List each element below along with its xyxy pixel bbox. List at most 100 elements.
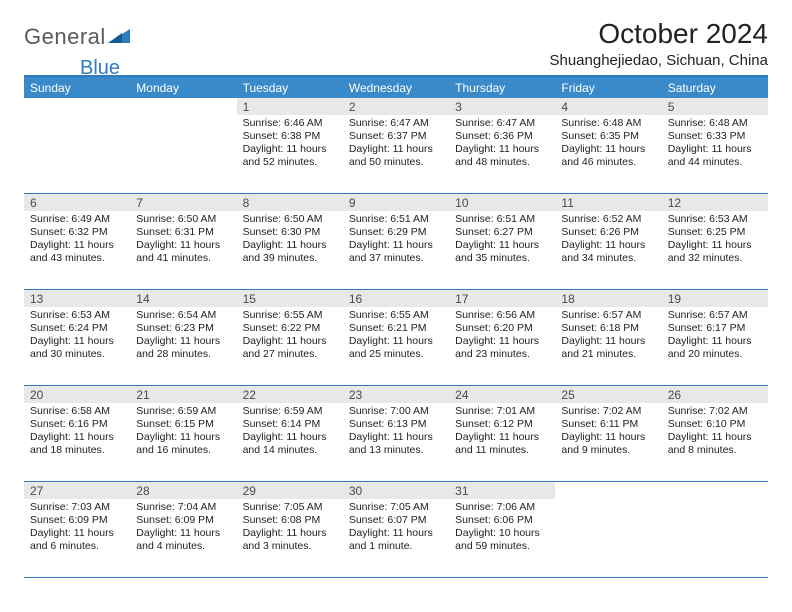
logo-word2: Blue [80, 57, 120, 80]
day-details: Sunrise: 7:02 AMSunset: 6:11 PMDaylight:… [555, 403, 661, 462]
day-details: Sunrise: 7:03 AMSunset: 6:09 PMDaylight:… [24, 499, 130, 558]
day-cell-31: Sunrise: 7:06 AMSunset: 6:06 PMDaylight:… [449, 499, 555, 577]
calendar: SundayMondayTuesdayWednesdayThursdayFrid… [24, 75, 768, 578]
day-details: Sunrise: 6:52 AMSunset: 6:26 PMDaylight:… [555, 211, 661, 270]
day-number-empty [130, 98, 236, 115]
title-block: October 2024 Shuanghejiedao, Sichuan, Ch… [549, 18, 768, 69]
logo: General [24, 18, 132, 50]
day-cell-5: Sunrise: 6:48 AMSunset: 6:33 PMDaylight:… [662, 115, 768, 193]
day-number-15: 15 [237, 290, 343, 307]
day-number-14: 14 [130, 290, 236, 307]
location: Shuanghejiedao, Sichuan, China [549, 52, 768, 69]
day-cell-28: Sunrise: 7:04 AMSunset: 6:09 PMDaylight:… [130, 499, 236, 577]
day-number-7: 7 [130, 194, 236, 211]
day-cell-3: Sunrise: 6:47 AMSunset: 6:36 PMDaylight:… [449, 115, 555, 193]
daynum-row: 12345 [24, 98, 768, 115]
day-cell-14: Sunrise: 6:54 AMSunset: 6:23 PMDaylight:… [130, 307, 236, 385]
calendar-body: 12345Sunrise: 6:46 AMSunset: 6:38 PMDayl… [24, 98, 768, 578]
day-number-18: 18 [555, 290, 661, 307]
day-cell-15: Sunrise: 6:55 AMSunset: 6:22 PMDaylight:… [237, 307, 343, 385]
day-details: Sunrise: 6:48 AMSunset: 6:33 PMDaylight:… [662, 115, 768, 174]
logo-triangle-icon [108, 27, 130, 48]
day-cell-24: Sunrise: 7:01 AMSunset: 6:12 PMDaylight:… [449, 403, 555, 481]
day-cell-12: Sunrise: 6:53 AMSunset: 6:25 PMDaylight:… [662, 211, 768, 289]
day-details: Sunrise: 6:53 AMSunset: 6:24 PMDaylight:… [24, 307, 130, 366]
day-cell-10: Sunrise: 6:51 AMSunset: 6:27 PMDaylight:… [449, 211, 555, 289]
day-number-22: 22 [237, 386, 343, 403]
day-details: Sunrise: 6:57 AMSunset: 6:18 PMDaylight:… [555, 307, 661, 366]
day-cell-13: Sunrise: 6:53 AMSunset: 6:24 PMDaylight:… [24, 307, 130, 385]
day-number-8: 8 [237, 194, 343, 211]
weekday-saturday: Saturday [662, 77, 768, 98]
day-cell-11: Sunrise: 6:52 AMSunset: 6:26 PMDaylight:… [555, 211, 661, 289]
day-details: Sunrise: 7:02 AMSunset: 6:10 PMDaylight:… [662, 403, 768, 462]
day-cell-18: Sunrise: 6:57 AMSunset: 6:18 PMDaylight:… [555, 307, 661, 385]
day-number-3: 3 [449, 98, 555, 115]
day-cell-17: Sunrise: 6:56 AMSunset: 6:20 PMDaylight:… [449, 307, 555, 385]
day-number-19: 19 [662, 290, 768, 307]
day-details: Sunrise: 6:47 AMSunset: 6:36 PMDaylight:… [449, 115, 555, 174]
day-number-17: 17 [449, 290, 555, 307]
day-cell-25: Sunrise: 7:02 AMSunset: 6:11 PMDaylight:… [555, 403, 661, 481]
day-cell-7: Sunrise: 6:50 AMSunset: 6:31 PMDaylight:… [130, 211, 236, 289]
weekday-wednesday: Wednesday [343, 77, 449, 98]
day-details: Sunrise: 6:57 AMSunset: 6:17 PMDaylight:… [662, 307, 768, 366]
day-number-10: 10 [449, 194, 555, 211]
day-number-2: 2 [343, 98, 449, 115]
day-details: Sunrise: 6:50 AMSunset: 6:30 PMDaylight:… [237, 211, 343, 270]
day-cell-16: Sunrise: 6:55 AMSunset: 6:21 PMDaylight:… [343, 307, 449, 385]
day-number-5: 5 [662, 98, 768, 115]
weekday-friday: Friday [555, 77, 661, 98]
day-number-23: 23 [343, 386, 449, 403]
day-number-11: 11 [555, 194, 661, 211]
day-details: Sunrise: 6:55 AMSunset: 6:22 PMDaylight:… [237, 307, 343, 366]
day-number-12: 12 [662, 194, 768, 211]
day-cell-empty [555, 499, 661, 577]
month-title: October 2024 [549, 18, 768, 50]
day-number-26: 26 [662, 386, 768, 403]
day-cell-2: Sunrise: 6:47 AMSunset: 6:37 PMDaylight:… [343, 115, 449, 193]
day-details: Sunrise: 6:58 AMSunset: 6:16 PMDaylight:… [24, 403, 130, 462]
week-row: Sunrise: 7:03 AMSunset: 6:09 PMDaylight:… [24, 499, 768, 578]
weekday-sunday: Sunday [24, 77, 130, 98]
daynum-row: 13141516171819 [24, 290, 768, 307]
day-number-13: 13 [24, 290, 130, 307]
day-cell-9: Sunrise: 6:51 AMSunset: 6:29 PMDaylight:… [343, 211, 449, 289]
day-details: Sunrise: 6:48 AMSunset: 6:35 PMDaylight:… [555, 115, 661, 174]
day-cell-20: Sunrise: 6:58 AMSunset: 6:16 PMDaylight:… [24, 403, 130, 481]
day-cell-8: Sunrise: 6:50 AMSunset: 6:30 PMDaylight:… [237, 211, 343, 289]
day-cell-21: Sunrise: 6:59 AMSunset: 6:15 PMDaylight:… [130, 403, 236, 481]
day-number-1: 1 [237, 98, 343, 115]
day-number-25: 25 [555, 386, 661, 403]
day-details: Sunrise: 6:49 AMSunset: 6:32 PMDaylight:… [24, 211, 130, 270]
day-number-27: 27 [24, 482, 130, 499]
day-cell-26: Sunrise: 7:02 AMSunset: 6:10 PMDaylight:… [662, 403, 768, 481]
day-details: Sunrise: 7:05 AMSunset: 6:07 PMDaylight:… [343, 499, 449, 558]
day-number-empty [555, 482, 661, 499]
day-details: Sunrise: 6:51 AMSunset: 6:29 PMDaylight:… [343, 211, 449, 270]
day-cell-1: Sunrise: 6:46 AMSunset: 6:38 PMDaylight:… [237, 115, 343, 193]
day-cell-4: Sunrise: 6:48 AMSunset: 6:35 PMDaylight:… [555, 115, 661, 193]
day-details: Sunrise: 6:51 AMSunset: 6:27 PMDaylight:… [449, 211, 555, 270]
logo-word1: General [24, 24, 106, 50]
day-number-21: 21 [130, 386, 236, 403]
daynum-row: 2728293031 [24, 482, 768, 499]
week-row: Sunrise: 6:58 AMSunset: 6:16 PMDaylight:… [24, 403, 768, 482]
day-details: Sunrise: 7:01 AMSunset: 6:12 PMDaylight:… [449, 403, 555, 462]
day-details: Sunrise: 7:04 AMSunset: 6:09 PMDaylight:… [130, 499, 236, 558]
day-number-20: 20 [24, 386, 130, 403]
week-row: Sunrise: 6:49 AMSunset: 6:32 PMDaylight:… [24, 211, 768, 290]
day-details: Sunrise: 6:53 AMSunset: 6:25 PMDaylight:… [662, 211, 768, 270]
day-details: Sunrise: 6:55 AMSunset: 6:21 PMDaylight:… [343, 307, 449, 366]
day-cell-empty [662, 499, 768, 577]
day-cell-6: Sunrise: 6:49 AMSunset: 6:32 PMDaylight:… [24, 211, 130, 289]
day-details: Sunrise: 6:50 AMSunset: 6:31 PMDaylight:… [130, 211, 236, 270]
day-details: Sunrise: 7:06 AMSunset: 6:06 PMDaylight:… [449, 499, 555, 558]
day-number-31: 31 [449, 482, 555, 499]
day-number-empty [24, 98, 130, 115]
day-cell-19: Sunrise: 6:57 AMSunset: 6:17 PMDaylight:… [662, 307, 768, 385]
day-details: Sunrise: 6:54 AMSunset: 6:23 PMDaylight:… [130, 307, 236, 366]
day-details: Sunrise: 6:46 AMSunset: 6:38 PMDaylight:… [237, 115, 343, 174]
day-cell-29: Sunrise: 7:05 AMSunset: 6:08 PMDaylight:… [237, 499, 343, 577]
day-cell-27: Sunrise: 7:03 AMSunset: 6:09 PMDaylight:… [24, 499, 130, 577]
